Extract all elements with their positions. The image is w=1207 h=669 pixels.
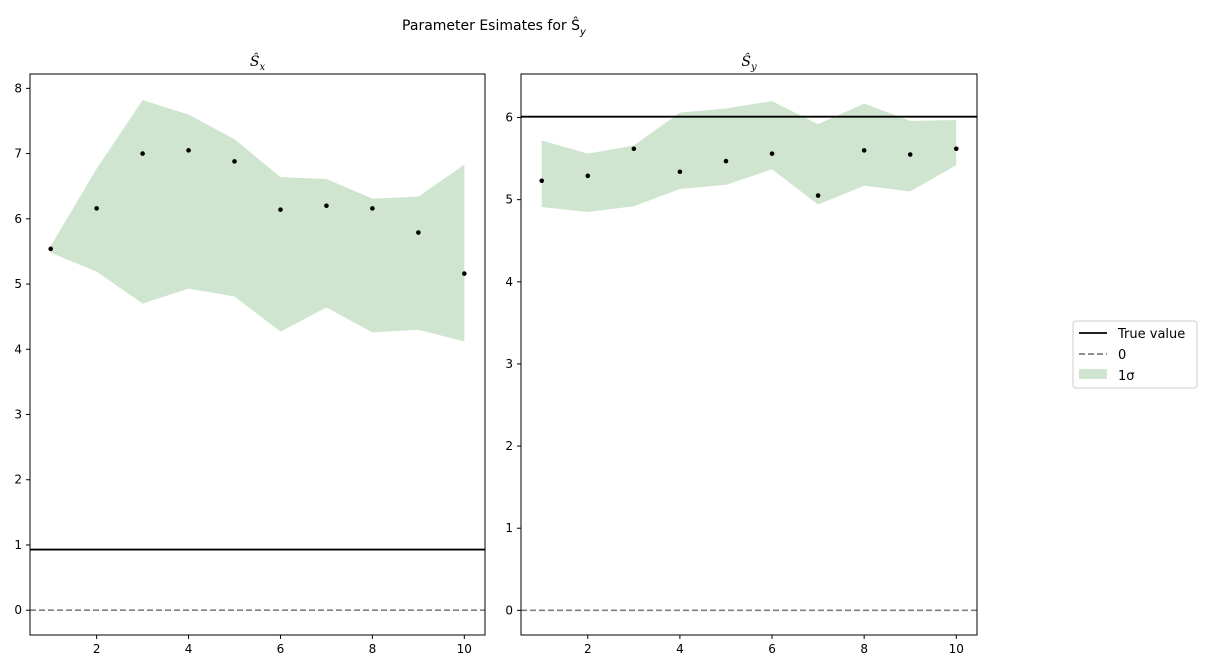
sx-band-layer bbox=[50, 100, 465, 342]
sy-y-tick-label: 5 bbox=[505, 193, 513, 207]
sx-estimate-point bbox=[48, 246, 53, 252]
sx-y-tick-label: 7 bbox=[14, 147, 22, 161]
suptitle-subscript: y bbox=[579, 27, 587, 38]
sx-estimate-point bbox=[140, 151, 145, 156]
sx-estimate-point bbox=[94, 206, 99, 211]
sy-y-tick-label: 1 bbox=[505, 521, 513, 535]
legend-entry-sigma: 1σ bbox=[1079, 369, 1135, 384]
sx-ticks-layer: 2 4 6 8 10 0 1 2 3 4 5 6 7 8 bbox=[14, 81, 472, 656]
sx-panel-title: Ŝx bbox=[250, 52, 266, 73]
sy-y-tick-label: 3 bbox=[505, 357, 513, 371]
sx-y-tick-label: 2 bbox=[14, 473, 22, 487]
sx-title-subscript: x bbox=[259, 62, 265, 73]
sy-x-tick-label: 8 bbox=[860, 642, 868, 656]
sx-x-tick-label: 4 bbox=[185, 642, 193, 656]
sy-sigma-band bbox=[541, 101, 957, 212]
sx-points-layer bbox=[48, 148, 467, 276]
legend-label-true-value: True value bbox=[1117, 327, 1185, 342]
sx-estimate-point bbox=[416, 230, 421, 235]
sy-estimate-point bbox=[631, 146, 637, 152]
sx-y-tick-label: 6 bbox=[14, 212, 22, 226]
sy-points-layer bbox=[539, 146, 959, 198]
sy-estimate-point bbox=[677, 169, 683, 175]
sy-y-tick-label: 2 bbox=[505, 439, 513, 453]
sx-lines-layer bbox=[30, 548, 485, 612]
sy-estimate-point bbox=[769, 151, 775, 156]
sy-y-tick-label: 4 bbox=[505, 275, 513, 289]
sx-y-tick-label: 8 bbox=[14, 81, 22, 95]
legend-label-sigma: 1σ bbox=[1118, 369, 1135, 384]
sx-x-tick-label: 10 bbox=[457, 642, 472, 656]
sy-y-tick-label: 6 bbox=[505, 111, 513, 125]
sy-estimate-point bbox=[907, 152, 913, 157]
sy-estimate-point bbox=[953, 146, 959, 152]
sy-estimate-point bbox=[539, 178, 545, 184]
sx-sigma-band bbox=[50, 100, 465, 342]
sy-estimate-point bbox=[861, 148, 867, 153]
panel-sy: 2 4 6 8 10 0 1 2 3 4 5 6 Ŝy bbox=[505, 52, 978, 656]
sx-x-tick-label: 8 bbox=[369, 642, 377, 656]
sy-x-tick-label: 2 bbox=[584, 642, 592, 656]
sy-axes-frame bbox=[520, 73, 978, 636]
sy-panel-title: Ŝy bbox=[741, 52, 757, 73]
sy-lines-layer bbox=[521, 115, 977, 612]
sy-estimate-point bbox=[585, 173, 591, 179]
legend-entry-zero: 0 bbox=[1079, 348, 1126, 363]
legend: True value 0 1σ bbox=[1072, 320, 1198, 389]
legend-swatch-sigma bbox=[1079, 369, 1107, 379]
sx-x-tick-label: 6 bbox=[277, 642, 285, 656]
sx-estimate-point bbox=[186, 148, 191, 153]
sy-ticks-layer: 2 4 6 8 10 0 1 2 3 4 5 6 bbox=[505, 111, 964, 656]
sx-estimate-point bbox=[462, 271, 467, 276]
legend-label-zero: 0 bbox=[1118, 348, 1126, 363]
sx-title-text: Ŝ bbox=[250, 52, 260, 70]
sx-estimate-point bbox=[370, 206, 375, 211]
sy-band-layer bbox=[541, 101, 957, 212]
sx-x-tick-label: 2 bbox=[93, 642, 101, 656]
sy-title-subscript: y bbox=[750, 62, 757, 73]
sy-y-tick-label: 0 bbox=[505, 603, 513, 617]
sx-axes-frame bbox=[29, 73, 486, 636]
sy-estimate-point bbox=[815, 193, 821, 198]
sx-y-tick-label: 5 bbox=[14, 277, 22, 291]
panel-sx: 2 4 6 8 10 0 1 2 3 4 5 6 7 8 Ŝx bbox=[14, 52, 486, 656]
sy-x-tick-label: 4 bbox=[676, 642, 684, 656]
suptitle-text: Parameter Esimates for Ŝ bbox=[402, 16, 580, 34]
sx-estimate-point bbox=[278, 207, 283, 212]
legend-entry-true-value: True value bbox=[1079, 327, 1185, 342]
sx-y-tick-label: 0 bbox=[14, 603, 22, 617]
sx-y-tick-label: 3 bbox=[14, 408, 22, 422]
sx-estimate-point bbox=[232, 159, 237, 164]
figure-suptitle: Parameter Esimates for Ŝy bbox=[402, 16, 587, 38]
sy-title-text: Ŝ bbox=[741, 52, 751, 70]
sy-x-tick-label: 10 bbox=[949, 642, 964, 656]
sx-y-tick-label: 1 bbox=[14, 538, 22, 552]
sx-estimate-point bbox=[324, 203, 329, 209]
sy-x-tick-label: 6 bbox=[768, 642, 776, 656]
sy-estimate-point bbox=[723, 158, 729, 164]
sx-y-tick-label: 4 bbox=[14, 342, 22, 356]
